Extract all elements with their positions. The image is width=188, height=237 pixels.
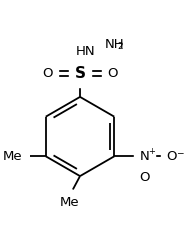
- Text: O: O: [167, 150, 177, 163]
- Text: S: S: [74, 66, 86, 81]
- Text: HN: HN: [76, 46, 95, 58]
- Text: N: N: [140, 150, 150, 163]
- Text: Me: Me: [3, 150, 22, 163]
- Text: 2: 2: [117, 42, 123, 51]
- Text: O: O: [107, 67, 118, 80]
- Text: Me: Me: [59, 196, 79, 209]
- Text: O: O: [140, 171, 150, 184]
- Text: +: +: [148, 147, 155, 156]
- Text: O: O: [42, 67, 53, 80]
- Text: NH: NH: [105, 38, 125, 51]
- Text: −: −: [176, 148, 183, 157]
